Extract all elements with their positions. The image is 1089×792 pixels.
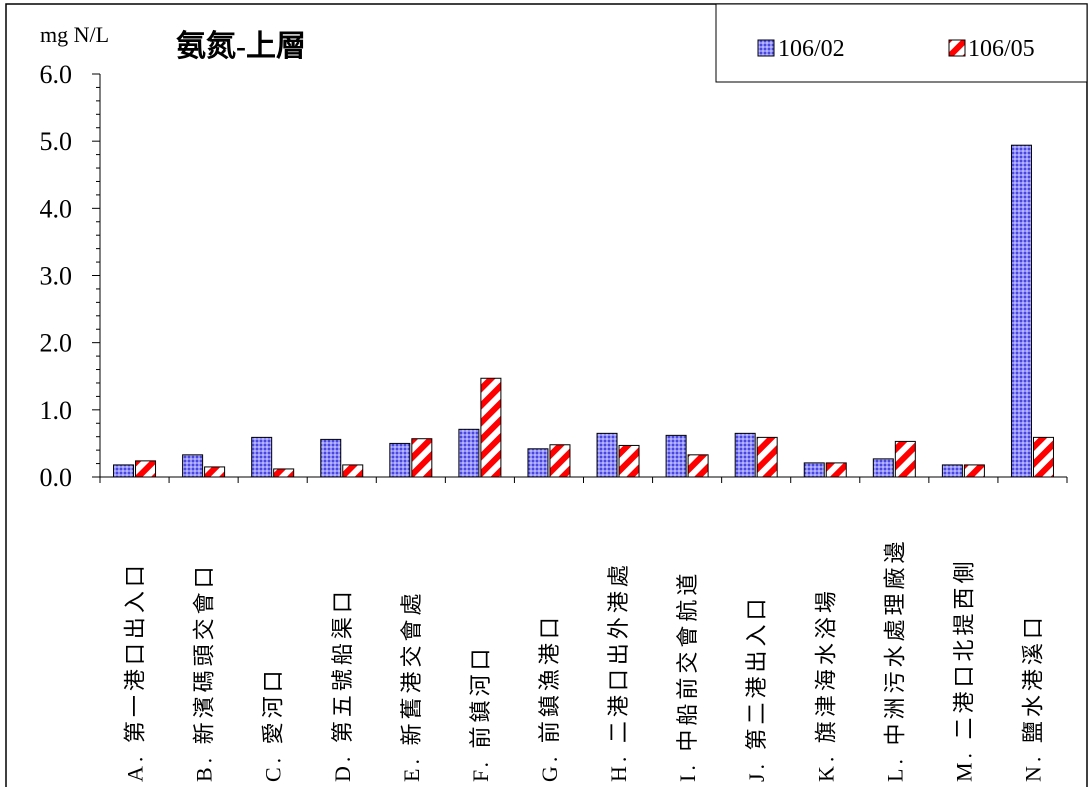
bar-106-02: [458, 428, 480, 478]
x-tick-label: E. 新舊港交會處: [399, 590, 424, 782]
legend-box: [715, 3, 1088, 83]
bars: [113, 144, 1054, 478]
x-axis-labels: A. 第一港口出入口 B. 新濱碼頭交會口 C. 愛河口 D. 第五號船渠口 E. 新舊…: [123, 538, 1046, 782]
x-tick-label: H. 二港口出外港處: [606, 561, 631, 782]
bar-106-02: [872, 458, 894, 478]
bar-106-05: [480, 377, 502, 478]
bar-106-02: [803, 462, 825, 478]
bar-106-05: [342, 464, 364, 478]
bar-106-02: [596, 432, 618, 478]
y-tick-label: 6.0: [40, 60, 73, 89]
bar-106-05: [204, 466, 226, 478]
legend: 106/02 106/05: [715, 3, 1088, 83]
x-tick-label: B. 新濱碼頭交會口: [192, 562, 217, 782]
legend-label-106-02: 106/02: [778, 36, 845, 62]
chart-title: 氨氮-上層: [176, 30, 306, 63]
bar-106-05: [549, 444, 571, 478]
y-axis-ticks: 0.0 1.0 2.0 3.0 4.0 5.0 6.0: [40, 60, 100, 492]
bar-106-05: [1032, 436, 1054, 478]
bar-106-05: [687, 454, 709, 478]
y-tick-label: 2.0: [40, 329, 73, 358]
x-tick-label: F. 前鎮河口: [468, 645, 493, 782]
y-tick-label: 3.0: [40, 262, 73, 291]
bar-106-02: [113, 464, 135, 478]
x-axis-ticks: [99, 477, 1068, 483]
bar-106-05: [135, 460, 157, 478]
y-axis-unit-label: mg N/L: [40, 22, 109, 47]
legend-swatch-106-05: [948, 39, 966, 57]
y-tick-label: 1.0: [40, 396, 73, 425]
x-tick-label: L. 中洲污水處理廠邊: [882, 538, 907, 782]
bar-106-05: [894, 440, 916, 478]
bar-106-02: [182, 454, 204, 478]
bar-106-05: [825, 462, 847, 478]
bar-106-02: [1010, 144, 1032, 478]
y-tick-label: 5.0: [40, 127, 73, 156]
x-tick-label: G. 前鎮漁港口: [537, 613, 562, 782]
bar-106-02: [389, 442, 411, 478]
bar-106-05: [273, 468, 295, 478]
bar-106-02: [734, 432, 756, 478]
x-tick-label: D. 第五號船渠口: [330, 587, 355, 782]
x-tick-label: C. 愛河口: [261, 666, 286, 782]
x-tick-label: N. 鹽水港溪口: [1020, 613, 1045, 782]
x-tick-label: A. 第一港口出入口: [123, 561, 148, 782]
x-tick-label: M. 二港口北提西側: [951, 557, 976, 782]
bar-106-05: [756, 436, 778, 478]
bar-106-05: [618, 444, 640, 478]
bar-106-02: [527, 448, 549, 478]
bar-106-02: [941, 464, 963, 478]
bar-106-02: [320, 438, 342, 478]
x-tick-label: J. 第二港出入口: [744, 594, 769, 782]
legend-label-106-05: 106/05: [968, 36, 1035, 62]
y-tick-label: 4.0: [40, 194, 73, 223]
bar-106-05: [963, 464, 985, 478]
bar-106-02: [251, 436, 273, 478]
x-tick-label: I. 中船前交會航道: [675, 570, 700, 782]
y-tick-label: 0.0: [40, 463, 73, 492]
bar-106-02: [665, 434, 687, 478]
bar-106-05: [411, 438, 433, 478]
legend-swatch-106-02: [757, 39, 775, 57]
x-tick-label: K. 旗津海水浴場: [813, 587, 838, 782]
